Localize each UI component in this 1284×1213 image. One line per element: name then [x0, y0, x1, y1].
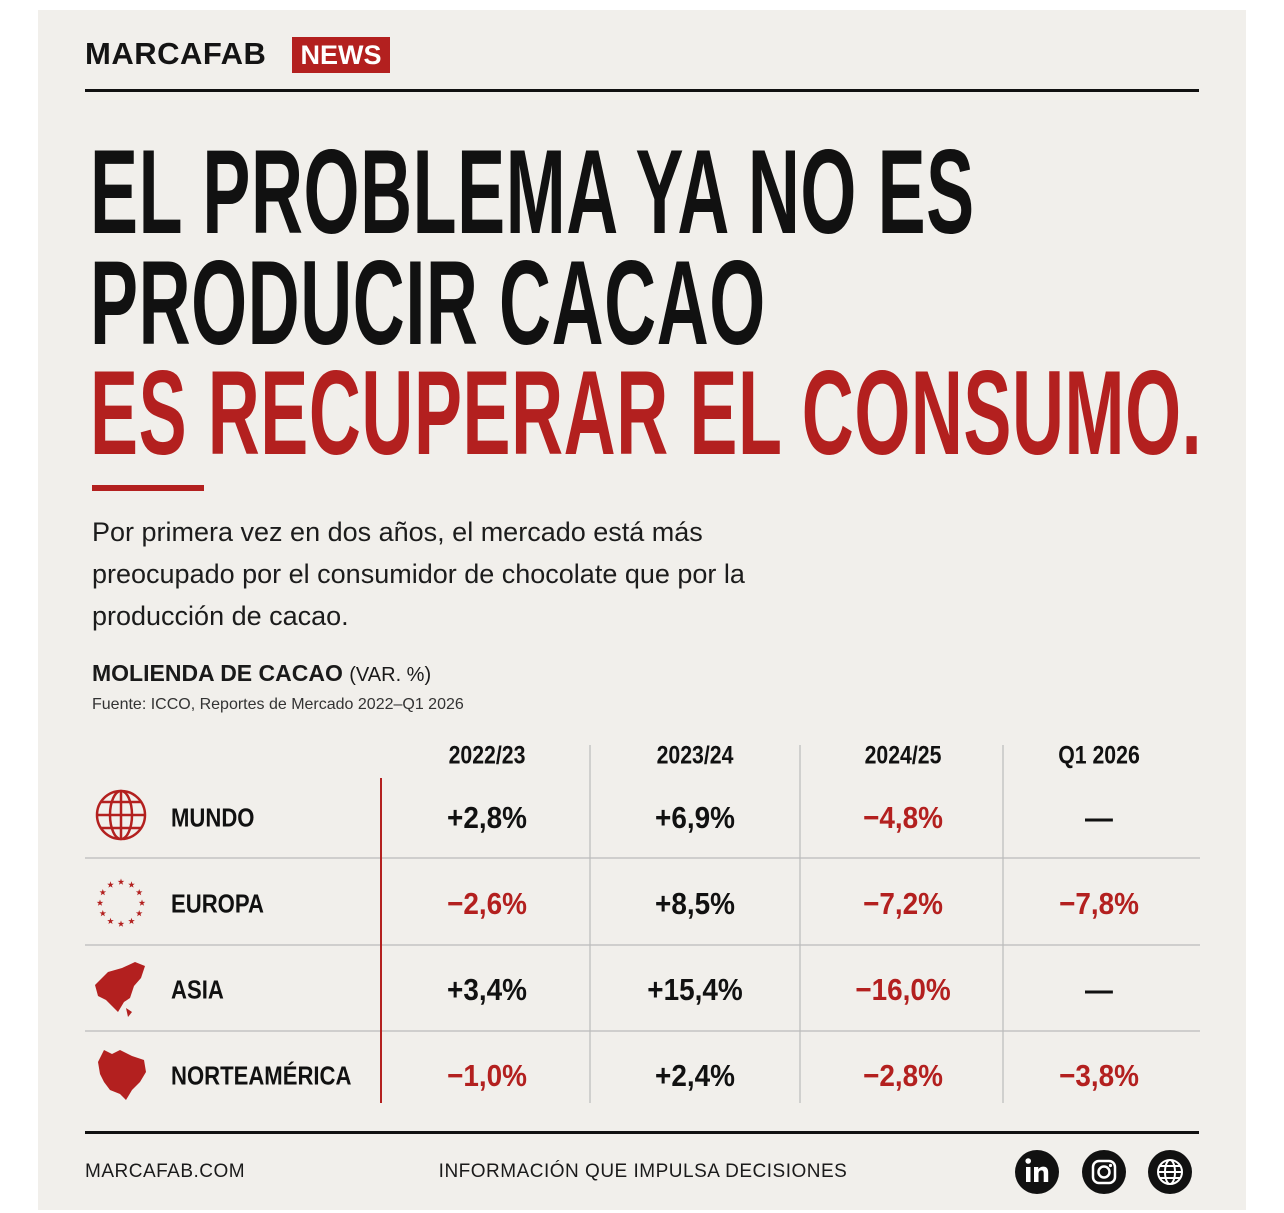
- header-rule: [85, 89, 1199, 92]
- column-header: 2022/23: [448, 741, 526, 770]
- column-header: 2024/25: [864, 741, 942, 770]
- eu-star: [99, 910, 107, 917]
- table-unit: (VAR. %): [349, 664, 432, 686]
- value-cell: —: [1085, 972, 1113, 1007]
- table-source: Fuente: ICCO, Reportes de Mercado 2022–Q…: [92, 696, 464, 713]
- eu-star: [107, 881, 114, 888]
- eu-icon: [96, 878, 146, 927]
- eu-star: [99, 889, 107, 896]
- table-title: MOLIENDA DE CACAO (VAR. %): [92, 660, 431, 687]
- value-cell: −4,8%: [863, 800, 943, 835]
- footer-tagline: INFORMACIÓN QUE IMPULSA DECISIONES: [438, 1161, 848, 1182]
- asia-icon: [95, 962, 145, 1017]
- column-header: Q1 2026: [1058, 741, 1140, 770]
- footer-rule: [85, 1131, 1199, 1134]
- value-cell: +2,4%: [655, 1058, 735, 1093]
- region-name: MUNDO: [171, 802, 255, 833]
- north-america-icon: [98, 1050, 146, 1100]
- eu-star: [117, 920, 125, 927]
- footer-site: MARCAFAB.COM: [85, 1161, 246, 1182]
- eu-star: [117, 878, 125, 885]
- value-cell: −2,6%: [447, 886, 527, 921]
- value-cell: +3,4%: [447, 972, 527, 1007]
- value-cell: −2,8%: [863, 1058, 943, 1093]
- value-cell: —: [1085, 800, 1113, 835]
- value-cell: −16,0%: [855, 972, 951, 1007]
- web-icon[interactable]: [1148, 1150, 1192, 1194]
- eu-star: [135, 889, 143, 896]
- value-cell: +2,8%: [447, 800, 527, 835]
- eu-star: [96, 899, 104, 906]
- eu-star: [128, 917, 135, 924]
- eu-star: [128, 881, 135, 888]
- instagram-icon[interactable]: [1082, 1150, 1126, 1194]
- card: [38, 10, 1246, 1210]
- intro: Por primera vez en dos años, el mercado …: [92, 517, 745, 631]
- globe-icon: [95, 789, 147, 841]
- value-cell: −7,2%: [863, 886, 943, 921]
- news-tag: NEWS: [292, 37, 390, 73]
- value-cell: +6,9%: [655, 800, 735, 835]
- headline-line: PRODUCIR CACAO: [90, 236, 766, 370]
- linkedin-icon[interactable]: [1015, 1150, 1059, 1194]
- value-cell: −3,8%: [1059, 1058, 1139, 1093]
- value-cell: −1,0%: [447, 1058, 527, 1093]
- table-title-text: MOLIENDA DE CACAO: [92, 660, 343, 686]
- eu-star: [138, 899, 146, 906]
- headline-line: EL PROBLEMA YA NO ES: [90, 125, 975, 259]
- region-name: EUROPA: [171, 888, 264, 919]
- value-cell: +8,5%: [655, 886, 735, 921]
- eu-star: [107, 917, 114, 924]
- region-name: ASIA: [171, 974, 224, 1005]
- value-cell: −7,8%: [1059, 886, 1139, 921]
- brand: MARCAFAB: [85, 36, 267, 71]
- column-header: 2023/24: [656, 741, 734, 770]
- accent-rule: [92, 485, 204, 491]
- headline-highlight: ES RECUPERAR EL CONSUMO.: [90, 346, 1203, 480]
- region-name: NORTEAMÉRICA: [171, 1060, 352, 1091]
- value-cell: +15,4%: [647, 972, 743, 1007]
- table-grid: [85, 745, 1200, 1103]
- eu-star: [135, 910, 143, 917]
